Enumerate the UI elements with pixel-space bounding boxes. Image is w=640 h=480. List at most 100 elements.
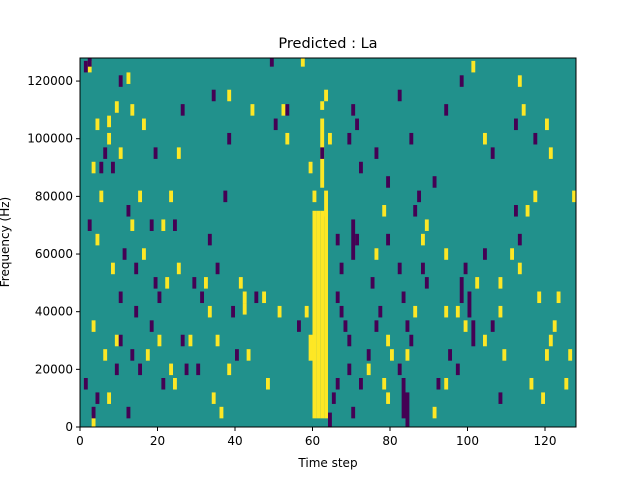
high-value-cell [111, 262, 115, 275]
high-value-cell [328, 132, 332, 145]
high-value-cell [211, 392, 216, 404]
high-value-cell [502, 349, 507, 361]
low-value-cell [405, 320, 410, 332]
high-value-cell [99, 190, 104, 203]
low-value-cell [211, 89, 216, 102]
low-value-cell [153, 277, 158, 289]
high-value-cell [95, 233, 100, 246]
low-value-cell [401, 377, 406, 419]
y-tick-label: 100000 [27, 132, 73, 146]
low-value-cell [114, 363, 119, 376]
high-value-cell [521, 104, 526, 116]
low-value-cell [196, 363, 201, 376]
low-value-cell [207, 233, 212, 246]
low-value-cell [331, 392, 336, 404]
chart-title: Predicted : La [278, 36, 377, 52]
low-value-cell [192, 277, 197, 289]
high-value-cell [250, 104, 255, 116]
high-value-cell [568, 349, 573, 361]
low-value-cell [184, 363, 189, 376]
high-value-cell [444, 305, 449, 318]
high-value-cell [548, 147, 553, 159]
high-value-cell [517, 75, 522, 87]
low-value-cell [490, 147, 495, 159]
high-value-cell [215, 334, 220, 347]
low-value-cell [126, 205, 131, 217]
high-value-cell [165, 277, 170, 289]
low-value-cell [355, 118, 360, 131]
low-value-cell [83, 60, 88, 73]
high-value-cell [572, 190, 577, 203]
high-value-cell [103, 349, 108, 361]
high-value-cell [242, 291, 247, 304]
low-value-cell [134, 305, 139, 318]
low-value-cell [413, 205, 418, 217]
low-value-cell [455, 363, 460, 376]
high-value-cell [556, 291, 561, 304]
high-value-cell [517, 262, 522, 275]
high-value-cell [145, 349, 150, 361]
low-value-cell [517, 233, 522, 246]
low-value-cell [335, 291, 340, 304]
low-value-cell [351, 104, 356, 116]
high-value-cell [382, 205, 387, 217]
high-value-cell [176, 262, 181, 275]
high-value-cell [114, 101, 119, 113]
high-value-cell [142, 248, 146, 260]
high-value-cell [312, 190, 317, 203]
high-value-cell [308, 334, 313, 361]
low-value-cell [514, 118, 518, 131]
low-value-cell [285, 104, 290, 116]
low-value-cell [223, 190, 228, 203]
high-value-cell [312, 210, 317, 419]
high-value-cells [87, 58, 577, 427]
high-value-cell [386, 392, 391, 404]
low-value-cell [514, 205, 518, 217]
low-value-cell [118, 75, 123, 87]
high-value-cell [188, 334, 193, 347]
high-value-cell [281, 104, 286, 116]
y-tick-label: 40000 [35, 305, 73, 319]
high-value-cell [173, 377, 177, 390]
x-tick-label: 60 [305, 434, 320, 448]
high-value-cell [95, 118, 100, 131]
high-value-cell [204, 277, 208, 289]
x-axis: 0 20 40 60 80 100 120 [76, 427, 556, 448]
high-value-cell [157, 334, 162, 347]
low-value-cell [130, 349, 135, 361]
low-value-cell [448, 349, 453, 361]
low-value-cell [231, 305, 236, 318]
high-value-cell [444, 377, 449, 390]
low-value-cell [374, 147, 379, 159]
high-value-cell [541, 392, 546, 404]
high-value-cell [227, 89, 232, 102]
low-value-cell [103, 147, 108, 159]
low-value-cell [351, 219, 356, 260]
low-value-cell [347, 132, 352, 145]
high-value-cell [219, 406, 224, 419]
low-value-cell [490, 320, 495, 332]
high-value-cell [374, 248, 379, 260]
x-tick-label: 80 [382, 434, 397, 448]
high-value-cell [386, 334, 391, 347]
low-value-cell [347, 363, 352, 376]
low-value-cell [459, 75, 464, 87]
high-value-cell [324, 210, 329, 419]
high-value-cell [266, 377, 270, 390]
high-value-cell [308, 161, 313, 174]
low-value-cell [378, 305, 383, 318]
low-value-cell [99, 161, 104, 174]
y-tick-label: 80000 [35, 189, 73, 203]
low-value-cell [161, 377, 166, 390]
low-value-cell [417, 190, 422, 203]
low-value-cell [359, 377, 363, 390]
low-value-cell [359, 161, 363, 174]
low-value-cell [405, 392, 410, 427]
high-value-cell [130, 104, 135, 116]
high-value-cell [91, 161, 96, 174]
x-tick-label: 20 [150, 434, 165, 448]
y-axis-label: Frequency (Hz) [0, 197, 12, 288]
high-value-cell [525, 205, 530, 217]
low-value-cell [483, 248, 487, 260]
low-value-cell [87, 219, 92, 231]
